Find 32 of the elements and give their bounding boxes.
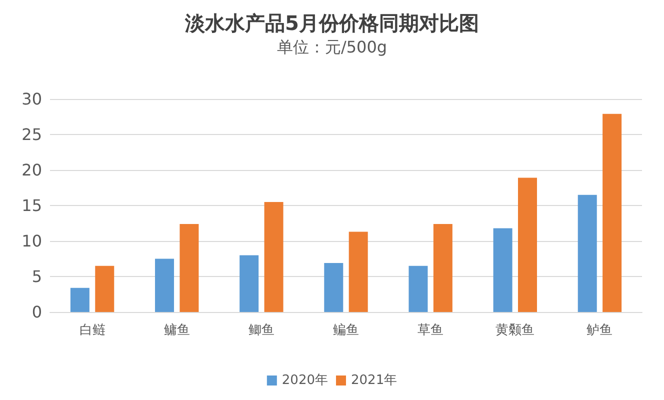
bar [408,266,428,312]
bar [155,258,174,312]
chart-subtitle: 单位：元/500g [276,38,388,56]
bar [518,178,537,312]
x-tick-label: 白鲢 [79,323,106,338]
x-tick-label: 草鱼 [418,323,444,338]
bar [324,263,344,312]
legend-label: 2020年 [282,373,328,388]
bar [578,194,597,312]
y-tick-label: 30 [22,90,42,108]
bar [348,232,368,312]
y-tick-label: 20 [22,160,42,180]
bar [264,202,284,312]
x-tick-label: 鲈鱼 [586,323,613,338]
y-tick-label: 15 [22,196,42,215]
x-tick-label: 鳊鱼 [333,323,359,338]
x-tick-label: 鳙鱼 [164,323,190,338]
x-tick-label: 鲫鱼 [248,323,274,338]
y-tick-label: 25 [22,125,42,144]
bar [602,114,622,312]
bar [240,255,259,312]
chart-title: 淡水水产品5月份价格同期对比图 [184,11,479,35]
y-tick-label: 0 [32,302,42,322]
y-tick-label: 10 [22,232,42,250]
y-tick-label: 5 [32,267,42,286]
x-tick-label: 黄颡鱼 [496,323,535,338]
bar [95,266,114,312]
bar [433,224,452,312]
bar [70,288,90,312]
bar [180,224,199,312]
bar [493,228,512,312]
legend-label: 2021年 [351,373,398,388]
